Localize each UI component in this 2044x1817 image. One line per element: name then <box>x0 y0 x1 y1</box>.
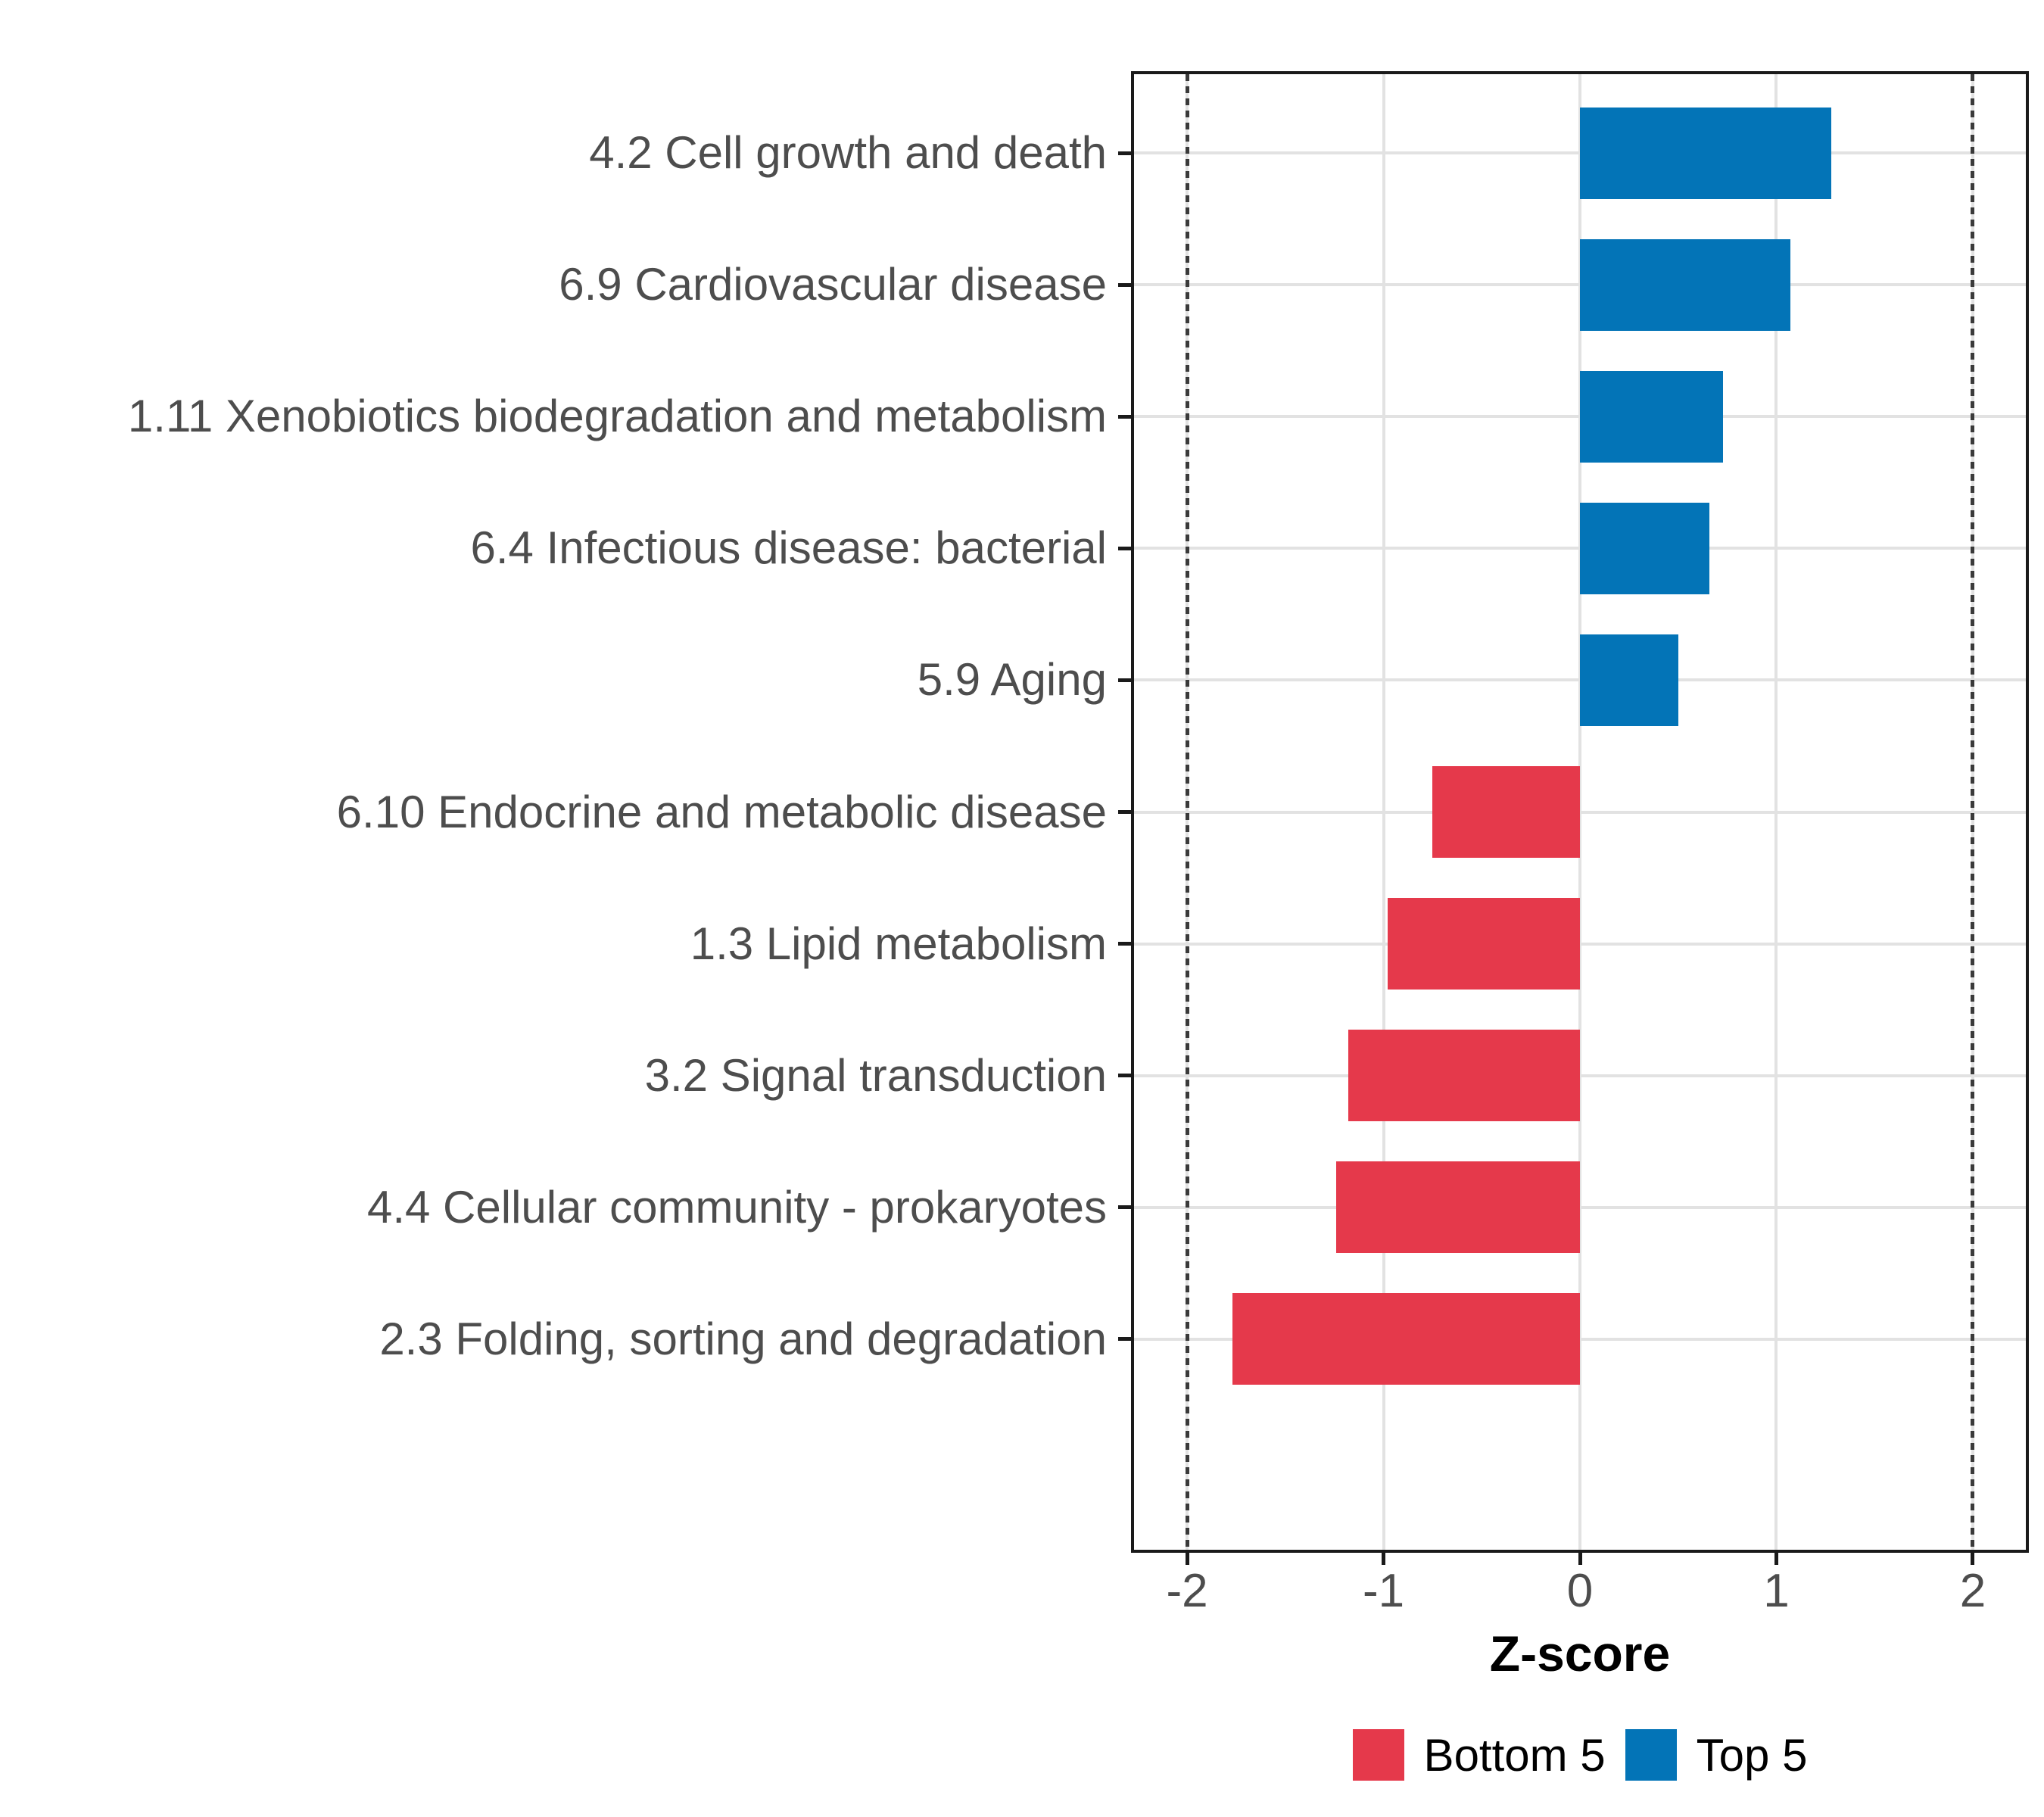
bars-layer <box>1134 74 2026 1550</box>
bar <box>1232 1292 1580 1385</box>
x-tick-label: 0 <box>1566 1565 1594 1617</box>
bar <box>1580 634 1678 727</box>
bar <box>1432 765 1580 859</box>
y-axis-tick <box>1118 151 1131 155</box>
y-axis-tick <box>1118 678 1131 682</box>
bar <box>1580 107 1832 200</box>
category-label: 5.9 Aging <box>917 654 1107 706</box>
y-axis-tick <box>1118 1074 1131 1078</box>
legend-swatch-bottom-5-icon <box>1352 1729 1404 1781</box>
category-label: 1.11 Xenobiotics biodegradation and meta… <box>127 391 1107 442</box>
bar <box>1580 502 1710 595</box>
category-label: 6.10 Endocrine and metabolic disease <box>336 786 1107 837</box>
bar <box>1580 238 1790 332</box>
legend-entry-top-5: Top 5 <box>1625 1729 1808 1781</box>
category-label: 4.2 Cell growth and death <box>589 127 1107 179</box>
x-axis-tick <box>1185 1553 1189 1565</box>
bar <box>1336 1161 1580 1254</box>
reference-lines-layer <box>1134 74 2026 1550</box>
y-axis-tick <box>1118 1205 1131 1210</box>
x-axis-tick <box>1382 1553 1386 1565</box>
x-tick-label: 1 <box>1763 1565 1790 1617</box>
bar <box>1348 1029 1580 1122</box>
x-axis-tick <box>1774 1553 1778 1565</box>
category-label: 6.4 Infectious disease: bacterial <box>470 522 1108 574</box>
reference-line <box>1185 74 1189 1550</box>
category-label: 3.2 Signal transduction <box>644 1049 1107 1101</box>
reference-line <box>1971 74 1975 1550</box>
x-tick-label: 2 <box>1959 1565 1986 1617</box>
category-label: 4.4 Cellular community - prokaryotes <box>366 1181 1107 1233</box>
y-axis-tick <box>1118 942 1131 946</box>
y-axis-tick <box>1118 282 1131 287</box>
legend-swatch-top-5-icon <box>1625 1729 1677 1781</box>
gridline-horizontal <box>1134 1337 2026 1341</box>
gridline-horizontal <box>1134 942 2026 946</box>
gridline-horizontal <box>1134 1074 2026 1077</box>
legend-entry-bottom-5: Bottom 5 <box>1352 1729 1606 1781</box>
category-label: 2.3 Folding, sorting and degradation <box>379 1313 1107 1364</box>
x-axis-title: Z-score <box>1489 1625 1671 1681</box>
x-axis-tick <box>1578 1553 1582 1565</box>
category-label: 6.9 Cardiovascular disease <box>559 259 1107 310</box>
legend-label-bottom-5: Bottom 5 <box>1423 1729 1606 1781</box>
x-tick-label: -2 <box>1166 1565 1208 1617</box>
bar <box>1580 370 1724 463</box>
gridline-horizontal <box>1134 1205 2026 1209</box>
x-tick-label: -1 <box>1362 1565 1405 1617</box>
y-axis-tick <box>1118 810 1131 814</box>
plot-panel <box>1131 71 2029 1553</box>
gridline-horizontal <box>1134 810 2026 814</box>
y-axis-tick <box>1118 414 1131 419</box>
legend-label-top-5: Top 5 <box>1696 1729 1808 1781</box>
legend: Bottom 5 Top 5 <box>1134 1729 2026 1781</box>
y-axis-tick <box>1118 1337 1131 1342</box>
category-label: 1.3 Lipid metabolism <box>690 918 1107 969</box>
x-axis-tick <box>1971 1553 1975 1565</box>
bar <box>1387 897 1580 990</box>
y-axis-tick <box>1118 546 1131 550</box>
